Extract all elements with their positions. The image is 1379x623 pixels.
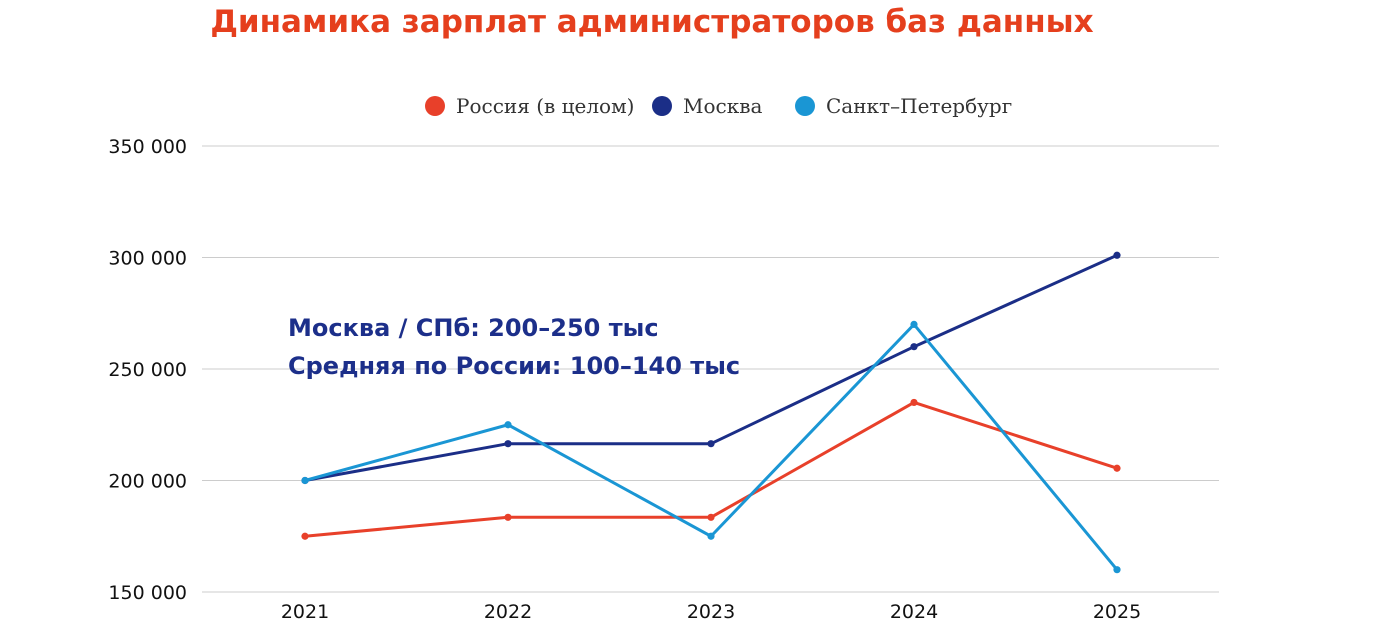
data-point bbox=[707, 440, 715, 448]
data-point bbox=[301, 476, 309, 485]
legend-marker bbox=[425, 96, 445, 116]
legend: Россия (в целом) Москва Санкт–Петербург bbox=[425, 94, 1012, 118]
chart-title: Динамика зарплат администраторов баз дан… bbox=[210, 4, 1093, 40]
y-tick-label: 200 000 bbox=[108, 471, 187, 493]
data-point bbox=[301, 532, 309, 540]
y-tick-label: 300 000 bbox=[108, 248, 187, 270]
data-point bbox=[1113, 251, 1121, 259]
data-point bbox=[504, 513, 512, 521]
legend-label: Москва bbox=[683, 94, 762, 118]
data-point bbox=[707, 532, 715, 540]
series-1 bbox=[301, 398, 1121, 540]
x-tick-label: 2022 bbox=[484, 601, 532, 623]
annotations: Москва / СПб: 200–250 тыс Средняя по Рос… bbox=[288, 314, 740, 380]
data-point bbox=[504, 421, 512, 429]
data-point bbox=[910, 343, 918, 351]
data-point bbox=[910, 320, 918, 328]
annotation-russia-average: Средняя по России: 100–140 тыс bbox=[288, 352, 740, 380]
data-point bbox=[504, 440, 512, 448]
legend-item: Москва bbox=[652, 94, 762, 118]
y-tick-label: 350 000 bbox=[108, 136, 187, 158]
x-axis: 2021 2022 2023 2024 2025 bbox=[281, 601, 1141, 623]
legend-item: Санкт–Петербург bbox=[795, 94, 1012, 118]
x-tick-label: 2024 bbox=[890, 601, 938, 623]
y-tick-label: 150 000 bbox=[108, 582, 187, 604]
series-3 bbox=[301, 320, 1121, 574]
y-tick-label: 250 000 bbox=[108, 359, 187, 381]
x-tick-label: 2021 bbox=[281, 601, 329, 623]
data-point bbox=[1113, 566, 1121, 574]
data-point bbox=[1113, 464, 1121, 472]
legend-label: Санкт–Петербург bbox=[826, 94, 1012, 118]
legend-item: Россия (в целом) bbox=[425, 94, 634, 118]
annotation-moscow-spb: Москва / СПб: 200–250 тыс bbox=[288, 314, 659, 342]
data-point bbox=[910, 398, 918, 407]
legend-label: Россия (в целом) bbox=[456, 94, 634, 118]
data-point bbox=[707, 513, 715, 521]
x-tick-label: 2025 bbox=[1093, 601, 1141, 623]
legend-marker bbox=[795, 96, 815, 116]
series-lines bbox=[301, 251, 1121, 574]
x-tick-label: 2023 bbox=[687, 601, 735, 623]
y-axis: 150 000 200 000 250 000 300 000 350 000 bbox=[108, 136, 187, 604]
legend-marker bbox=[652, 96, 672, 116]
series-2 bbox=[301, 251, 1121, 485]
gridlines bbox=[202, 145, 1219, 593]
